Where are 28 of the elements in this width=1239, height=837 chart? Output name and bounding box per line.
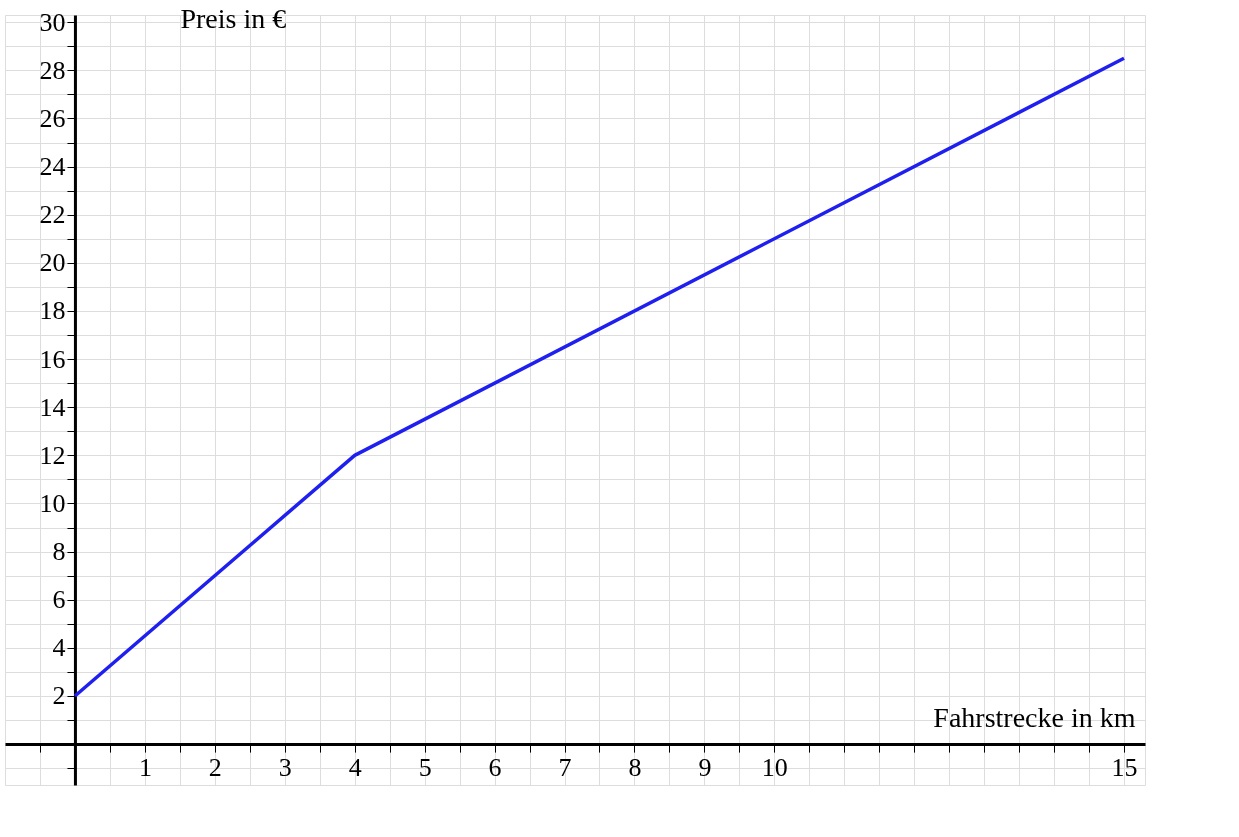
y-tick-label: 2	[52, 681, 66, 711]
x-tick-label: 7	[558, 752, 572, 782]
x-tick-label: 15	[1111, 752, 1138, 782]
y-tick-label: 14	[39, 392, 66, 422]
x-tick-label: 8	[628, 752, 642, 782]
y-tick-label: 30	[39, 7, 66, 37]
y-tick-label: 28	[39, 55, 66, 85]
x-tick-label: 4	[348, 752, 362, 782]
x-tick-label: 1	[138, 752, 152, 782]
x-tick-label: 5	[418, 752, 432, 782]
y-tick-label: 12	[39, 440, 66, 470]
y-tick-label: 22	[39, 200, 66, 230]
y-tick-label: 26	[39, 103, 66, 133]
x-tick-label: 6	[488, 752, 502, 782]
y-tick-label: 6	[52, 585, 66, 615]
x-tick-label: 9	[698, 752, 712, 782]
x-tick-label: 3	[278, 752, 292, 782]
y-tick-label: 8	[52, 537, 66, 567]
y-axis-title: Preis in €	[180, 2, 287, 34]
y-tick-label: 16	[39, 344, 66, 374]
y-tick-label: 4	[52, 633, 66, 663]
x-tick-label: 10	[761, 752, 788, 782]
x-tick-label: 2	[208, 752, 222, 782]
y-tick-label: 20	[39, 248, 66, 278]
y-tick-label: 24	[39, 152, 66, 182]
y-tick-label: 18	[39, 296, 66, 326]
y-tick-label: 10	[39, 488, 66, 518]
x-axis-title: Fahrstrecke in km	[933, 701, 1136, 733]
